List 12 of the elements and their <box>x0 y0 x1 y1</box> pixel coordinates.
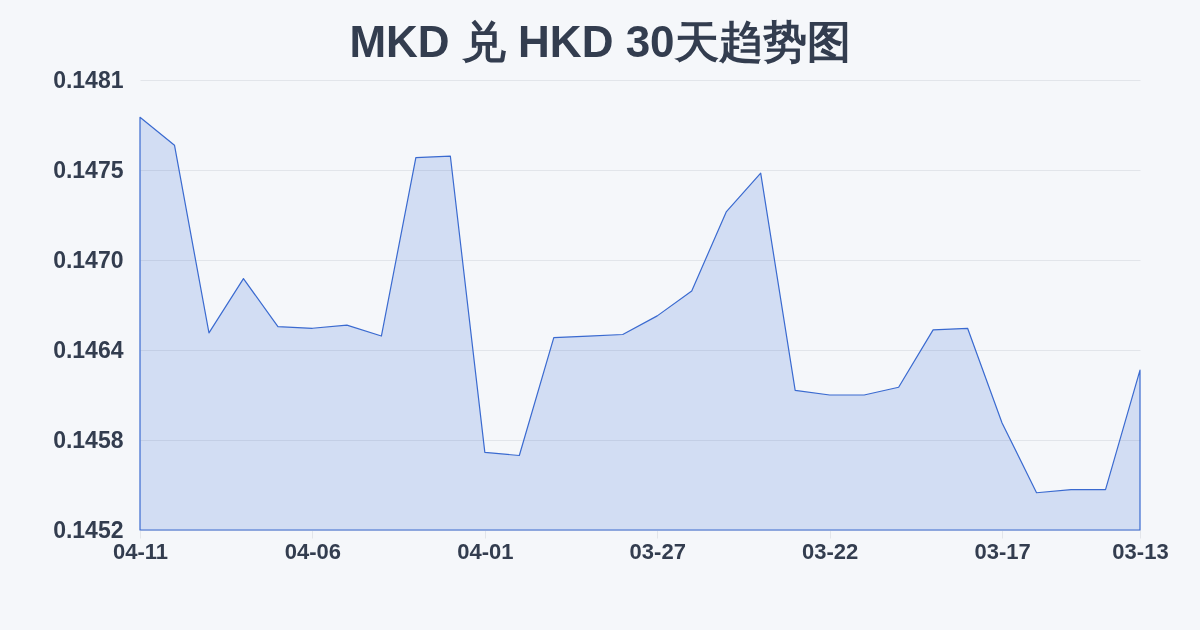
x-tick-label: 03-22 <box>802 538 859 564</box>
x-tick-label: 04-01 <box>457 538 514 564</box>
x-tick-label: 03-13 <box>1112 538 1169 564</box>
x-tick-label: 04-06 <box>284 538 342 564</box>
chart-title: MKD 兑 HKD 30天趋势图 <box>349 17 851 66</box>
y-tick-label: 0.1470 <box>53 246 124 273</box>
y-tick-label: 0.1458 <box>53 426 124 453</box>
y-tick-label: 0.1464 <box>53 336 124 363</box>
x-tick-label: 03-27 <box>629 538 686 564</box>
y-tick-label: 0.1481 <box>53 66 124 93</box>
y-tick-label: 0.1475 <box>53 156 124 183</box>
x-tick-label: 03-17 <box>974 538 1031 564</box>
